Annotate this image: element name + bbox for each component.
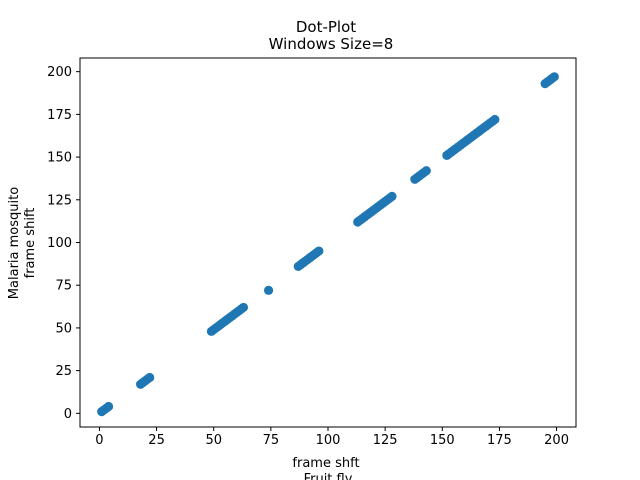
data-point xyxy=(103,401,114,412)
x-axis-label-line2: Fruit fly xyxy=(304,472,353,480)
x-tick-label: 25 xyxy=(148,433,165,448)
data-points xyxy=(97,72,559,417)
y-tick-label: 100 xyxy=(47,236,72,251)
x-tick-label: 75 xyxy=(263,433,280,448)
x-tick-label: 0 xyxy=(95,433,103,448)
y-tick-label: 150 xyxy=(47,151,72,166)
x-axis-label-line1: frame shft xyxy=(292,456,359,471)
x-tick-label: 175 xyxy=(487,433,512,448)
y-axis: 0 25 50 75 100 125 150 175 200 xyxy=(47,65,80,422)
axes-frame xyxy=(79,57,577,428)
data-point xyxy=(387,191,397,201)
chart-title: Dot-Plot xyxy=(296,18,356,36)
plot-area xyxy=(79,57,577,428)
data-point xyxy=(549,72,559,82)
data-point xyxy=(145,372,155,383)
data-point xyxy=(421,166,431,176)
y-tick-label: 0 xyxy=(64,407,72,422)
x-tick-label: 150 xyxy=(430,433,455,448)
y-tick-label: 125 xyxy=(47,193,72,208)
x-tick-label: 125 xyxy=(373,433,398,448)
y-axis-label-line2: frame shift xyxy=(23,208,38,279)
data-point xyxy=(263,285,274,295)
y-tick-label: 200 xyxy=(47,65,72,80)
x-tick-label: 200 xyxy=(544,433,569,448)
x-tick-label: 50 xyxy=(205,433,222,448)
data-point xyxy=(238,302,249,313)
y-tick-label: 75 xyxy=(55,279,72,294)
x-tick-label: 100 xyxy=(316,433,341,448)
y-tick-label: 25 xyxy=(55,364,72,379)
data-point xyxy=(314,246,324,256)
y-tick-label: 50 xyxy=(55,321,72,336)
data-point xyxy=(490,114,500,125)
y-tick-label: 175 xyxy=(47,108,72,123)
chart-subtitle: Windows Size=8 xyxy=(269,35,394,53)
x-axis: 0 25 50 75 100 125 150 175 200 xyxy=(95,427,569,448)
y-axis-label-line1: Malaria mosquito xyxy=(7,187,22,299)
